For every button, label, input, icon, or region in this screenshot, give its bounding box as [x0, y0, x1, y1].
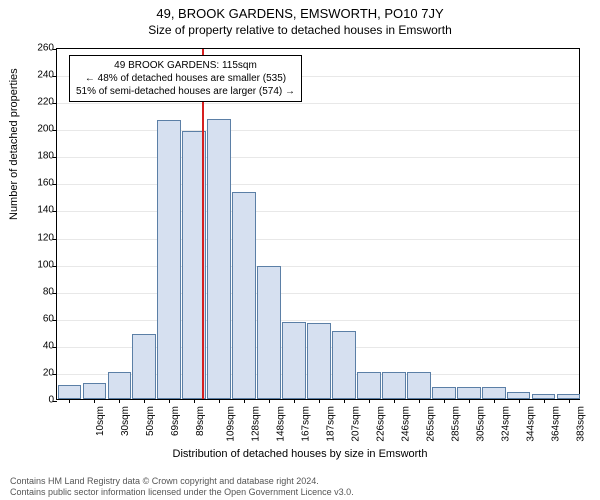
footer-line-1: Contains HM Land Registry data © Crown c… — [10, 476, 354, 487]
xtick-label: 89sqm — [195, 406, 206, 436]
xtick-label: 364sqm — [550, 406, 561, 442]
xtick-label: 50sqm — [145, 406, 156, 436]
xtick-label: 30sqm — [120, 406, 131, 436]
histogram-bar — [132, 334, 156, 399]
xtick-label: 226sqm — [376, 406, 387, 442]
xtick-label: 383sqm — [575, 406, 586, 442]
xtick-mark — [444, 399, 445, 403]
histogram-bar — [207, 119, 231, 399]
xtick-label: 207sqm — [351, 406, 362, 442]
xtick-mark — [519, 399, 520, 403]
chart-container: 49, BROOK GARDENS, EMSWORTH, PO10 7JY Si… — [0, 0, 600, 500]
ytick-label: 220 — [37, 97, 54, 108]
histogram-bar — [432, 387, 456, 399]
gridline — [57, 320, 579, 321]
gridline — [57, 293, 579, 294]
histogram-bar — [257, 266, 281, 399]
gridline — [57, 184, 579, 185]
footer-line-2: Contains public sector information licen… — [10, 487, 354, 498]
ytick-label: 60 — [43, 313, 54, 324]
ytick-label: 140 — [37, 205, 54, 216]
gridline — [57, 211, 579, 212]
histogram-bar — [58, 385, 82, 399]
ytick-label: 260 — [37, 43, 54, 54]
chart-subtitle: Size of property relative to detached ho… — [0, 21, 600, 41]
ytick-label: 20 — [43, 367, 54, 378]
ytick-label: 200 — [37, 124, 54, 135]
annotation-line-2: ← 48% of detached houses are smaller (53… — [76, 72, 295, 85]
xtick-label: 10sqm — [95, 406, 106, 436]
ytick-label: 100 — [37, 259, 54, 270]
annotation-box: 49 BROOK GARDENS: 115sqm ← 48% of detach… — [69, 55, 302, 102]
xtick-mark — [469, 399, 470, 403]
xtick-label: 109sqm — [226, 406, 237, 442]
xtick-label: 148sqm — [276, 406, 287, 442]
xtick-mark — [119, 399, 120, 403]
gridline — [57, 103, 579, 104]
ytick-label: 80 — [43, 286, 54, 297]
xtick-mark — [319, 399, 320, 403]
footer: Contains HM Land Registry data © Crown c… — [10, 476, 354, 498]
histogram-bar — [83, 383, 107, 399]
gridline — [57, 239, 579, 240]
xtick-mark — [94, 399, 95, 403]
xtick-label: 265sqm — [425, 406, 436, 442]
gridline — [57, 130, 579, 131]
histogram-bar — [457, 387, 481, 399]
annotation-line-1: 49 BROOK GARDENS: 115sqm — [76, 59, 295, 72]
annotation-line-3: 51% of semi-detached houses are larger (… — [76, 85, 295, 98]
xtick-mark — [219, 399, 220, 403]
xtick-mark — [69, 399, 70, 403]
xtick-mark — [194, 399, 195, 403]
xtick-label: 344sqm — [525, 406, 536, 442]
ytick-label: 240 — [37, 70, 54, 81]
xtick-mark — [294, 399, 295, 403]
histogram-bar — [357, 372, 381, 399]
xtick-mark — [344, 399, 345, 403]
xtick-mark — [544, 399, 545, 403]
xtick-mark — [269, 399, 270, 403]
xtick-label: 167sqm — [301, 406, 312, 442]
histogram-bar — [482, 387, 506, 399]
xtick-label: 305sqm — [475, 406, 486, 442]
xtick-label: 324sqm — [500, 406, 511, 442]
xtick-mark — [419, 399, 420, 403]
histogram-bar — [157, 120, 181, 399]
gridline — [57, 157, 579, 158]
histogram-bar — [332, 331, 356, 399]
plot-area: 49 BROOK GARDENS: 115sqm ← 48% of detach… — [56, 48, 580, 400]
xtick-mark — [394, 399, 395, 403]
chart-title: 49, BROOK GARDENS, EMSWORTH, PO10 7JY — [0, 0, 600, 21]
ytick-label: 40 — [43, 340, 54, 351]
xtick-label: 246sqm — [400, 406, 411, 442]
histogram-bar — [108, 372, 132, 399]
ytick-label: 180 — [37, 151, 54, 162]
xtick-label: 128sqm — [251, 406, 262, 442]
histogram-bar — [282, 322, 306, 399]
xtick-mark — [369, 399, 370, 403]
histogram-bar — [232, 192, 256, 399]
histogram-bar — [507, 392, 531, 399]
xtick-label: 69sqm — [170, 406, 181, 436]
xtick-label: 187sqm — [326, 406, 337, 442]
xtick-mark — [569, 399, 570, 403]
xtick-label: 285sqm — [450, 406, 461, 442]
ytick-label: 120 — [37, 232, 54, 243]
ytick-label: 160 — [37, 178, 54, 189]
histogram-bar — [382, 372, 406, 399]
gridline — [57, 266, 579, 267]
x-axis-label: Distribution of detached houses by size … — [0, 448, 600, 460]
xtick-mark — [169, 399, 170, 403]
histogram-bar — [407, 372, 431, 399]
y-axis-label: Number of detached properties — [8, 68, 20, 220]
ytick-label: 0 — [48, 395, 54, 406]
histogram-bar — [307, 323, 331, 399]
xtick-mark — [494, 399, 495, 403]
xtick-mark — [244, 399, 245, 403]
xtick-mark — [144, 399, 145, 403]
